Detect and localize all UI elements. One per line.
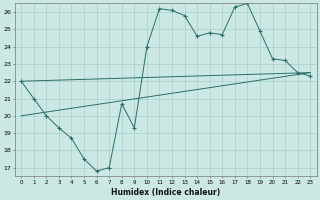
X-axis label: Humidex (Indice chaleur): Humidex (Indice chaleur) [111, 188, 220, 197]
